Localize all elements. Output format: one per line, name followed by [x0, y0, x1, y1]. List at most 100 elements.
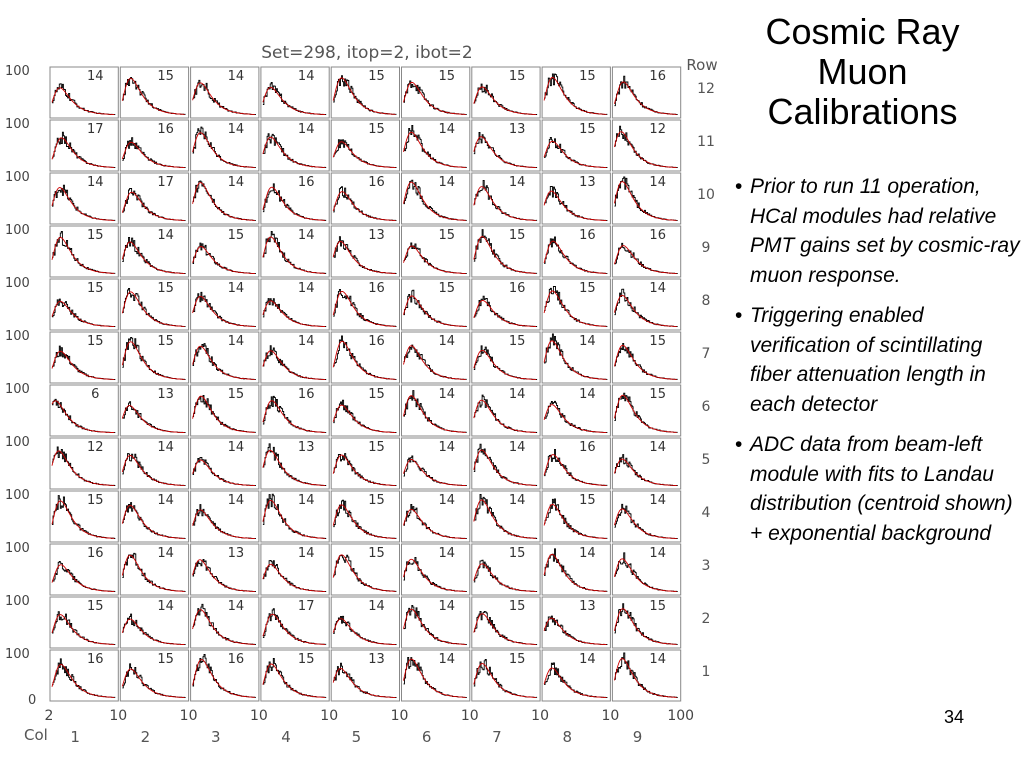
- centroid-label: 15: [649, 387, 666, 402]
- centroid-label: 14: [439, 440, 456, 455]
- centroid-label: 14: [228, 281, 245, 296]
- landau-fit-curve: [192, 295, 255, 327]
- landau-fit-curve: [543, 404, 607, 433]
- bullet-item: • Triggering enabled verification of scin…: [735, 301, 1020, 419]
- y-tick-label: 100: [5, 223, 30, 238]
- landau-fit-curve: [543, 503, 607, 539]
- histogram-cell: [471, 331, 541, 384]
- centroid-label: 14: [439, 599, 456, 614]
- histogram-cell: [471, 649, 541, 702]
- landau-fit-curve: [332, 618, 396, 645]
- centroid-label: 15: [157, 281, 174, 296]
- landau-fit-curve: [121, 77, 185, 115]
- landau-fit-curve: [403, 395, 466, 433]
- landau-fit-curve: [473, 449, 537, 486]
- y-tick-label: 100: [5, 488, 30, 503]
- centroid-label: 15: [649, 599, 666, 614]
- row-label: 4: [702, 505, 711, 521]
- histogram-cell: [401, 490, 471, 543]
- centroid-label: 15: [579, 69, 596, 84]
- landau-fit-curve: [262, 449, 326, 486]
- centroid-label: 14: [439, 387, 456, 402]
- landau-fit-curve: [332, 667, 396, 698]
- centroid-label: 15: [368, 387, 385, 402]
- x-tick-label: 2: [45, 708, 54, 724]
- histogram-cell: [190, 278, 260, 331]
- histogram-cell: [119, 649, 190, 702]
- row-label: 6: [702, 399, 711, 415]
- y-tick-label: 100: [5, 276, 30, 291]
- histogram-cell: [330, 437, 401, 490]
- centroid-label: 16: [579, 228, 596, 243]
- landau-fit-curve: [262, 86, 326, 115]
- landau-fit-curve: [51, 400, 115, 434]
- x-tick-label: 10: [180, 708, 198, 724]
- histogram-cell: [49, 596, 119, 649]
- landau-fit-curve: [403, 131, 466, 168]
- landau-fit-curve: [543, 140, 607, 168]
- landau-fit-curve: [613, 608, 677, 645]
- centroid-label: 14: [228, 69, 245, 84]
- landau-fit-curve: [51, 87, 115, 115]
- histogram-cell: [49, 119, 119, 172]
- centroid-label: 16: [228, 652, 245, 667]
- landau-fit-curve: [51, 450, 115, 486]
- histogram-cell: [260, 172, 330, 225]
- landau-fit-curve: [262, 563, 326, 592]
- centroid-label: 16: [368, 281, 385, 296]
- centroid-label: 14: [509, 493, 526, 508]
- centroid-label: 12: [87, 440, 104, 455]
- centroid-label: 14: [298, 281, 315, 296]
- landau-fit-curve: [121, 191, 185, 221]
- centroid-label: 15: [87, 493, 104, 508]
- histogram-cell: [611, 225, 682, 278]
- landau-fit-curve: [121, 291, 185, 327]
- landau-fit-curve: [51, 564, 115, 592]
- bullet-marker: •: [735, 304, 743, 327]
- histogram-cell: [119, 66, 190, 119]
- landau-fit-curve: [403, 81, 466, 115]
- centroid-label: 15: [509, 652, 526, 667]
- centroid-label: 14: [649, 175, 666, 190]
- y-tick-label: 100: [5, 382, 30, 397]
- landau-fit-curve: [403, 508, 466, 539]
- grid-title: Set=298, itop=2, ibot=2: [261, 43, 473, 63]
- histogram-cell: [260, 66, 330, 119]
- centroid-label: 13: [509, 122, 526, 137]
- bullet-item: • ADC data from beam-left module with fit…: [735, 430, 1020, 548]
- landau-fit-curve: [332, 291, 396, 327]
- centroid-label: 14: [228, 122, 245, 137]
- landau-fit-curve: [262, 499, 326, 539]
- histogram-cell: [471, 437, 541, 490]
- landau-fit-curve: [51, 187, 115, 221]
- histogram-cell: [401, 331, 471, 384]
- landau-fit-curve: [121, 141, 185, 168]
- centroid-label: 14: [228, 334, 245, 349]
- y-tick-label: 100: [5, 647, 30, 662]
- centroid-label: 14: [298, 334, 315, 349]
- centroid-label: 14: [228, 440, 245, 455]
- histogram-cell: [541, 225, 611, 278]
- row-label: 10: [697, 187, 715, 203]
- landau-fit-curve: [121, 554, 185, 592]
- landau-fit-curve: [262, 300, 326, 327]
- histogram-cell: [49, 649, 119, 702]
- centroid-label: 15: [368, 440, 385, 455]
- landau-fit-curve: [473, 349, 537, 380]
- landau-fit-curve: [613, 558, 677, 592]
- landau-fit-curve: [121, 668, 185, 698]
- centroid-label: 17: [87, 122, 104, 137]
- histogram-cell: [260, 225, 330, 278]
- centroid-label: 15: [87, 228, 104, 243]
- centroid-label: 13: [579, 175, 596, 190]
- histogram-cell: [401, 543, 471, 596]
- landau-fit-curve: [403, 459, 466, 486]
- row-label: 9: [702, 240, 711, 256]
- histogram-cell: [541, 437, 611, 490]
- col-label: 7: [492, 728, 502, 746]
- histogram-cell: [190, 596, 260, 649]
- centroid-label: 15: [368, 122, 385, 137]
- landau-fit-curve: [613, 344, 677, 380]
- centroid-label: 14: [579, 387, 596, 402]
- landau-fit-curve: [473, 300, 537, 327]
